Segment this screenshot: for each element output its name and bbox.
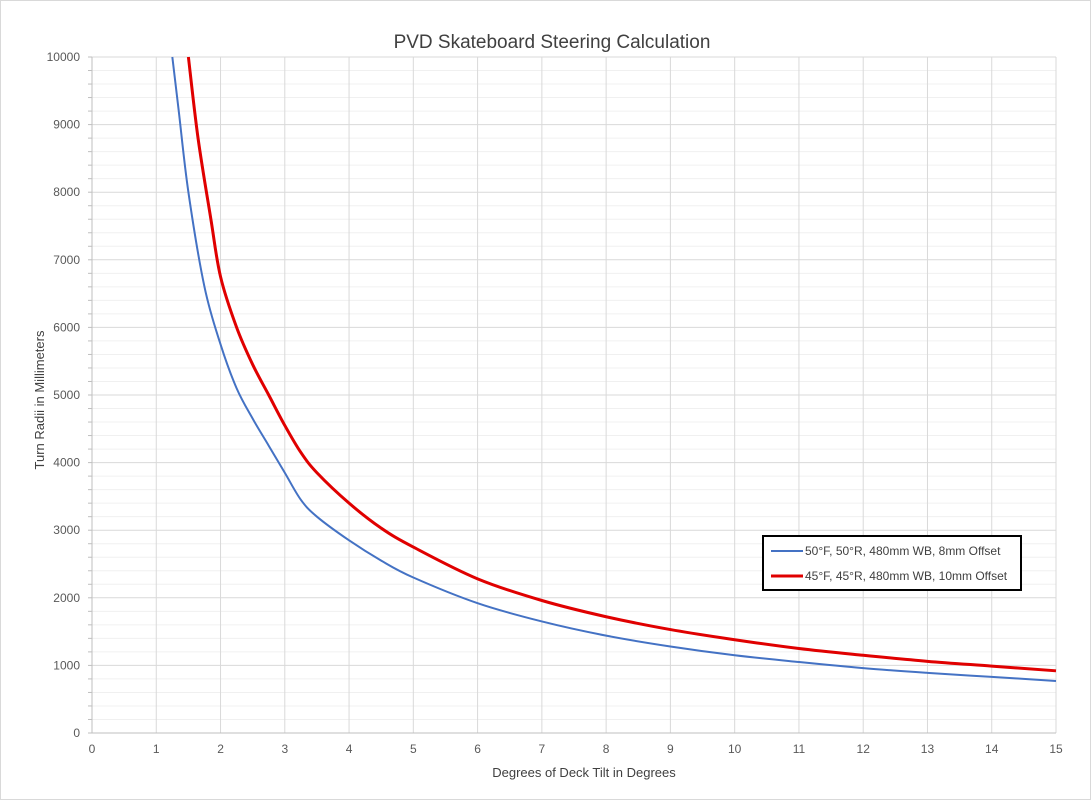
y-tick-label: 0 [73,726,80,740]
x-tick-label: 2 [217,742,224,756]
legend-box [762,535,1022,591]
y-tick-label: 8000 [53,185,80,199]
axes [88,56,1056,734]
x-tick-label: 15 [1049,742,1063,756]
y-tick-label: 9000 [53,118,80,132]
minor-gridlines [92,70,1056,720]
x-tick-label: 3 [281,742,288,756]
x-tick-label: 6 [474,742,481,756]
x-tick-label: 8 [603,742,610,756]
tick-labels: 0100020003000400050006000700080009000100… [47,50,1063,756]
x-tick-label: 10 [728,742,742,756]
legend-label-1: 50°F, 50°R, 480mm WB, 8mm Offset [805,544,1001,558]
series-lines [171,56,1057,682]
x-tick-label: 0 [89,742,96,756]
y-axis-label: Turn Radii in Millimeters [32,330,47,469]
y-tick-label: 2000 [53,591,80,605]
x-tick-label: 1 [153,742,160,756]
x-tick-label: 11 [793,742,806,756]
y-tick-label: 7000 [53,253,80,267]
x-tick-label: 7 [539,742,546,756]
y-tick-label: 6000 [53,320,80,334]
y-tick-label: 5000 [53,388,80,402]
x-axis-label: Degrees of Deck Tilt in Degrees [492,765,676,780]
x-tick-label: 5 [410,742,417,756]
x-tick-label: 13 [921,742,935,756]
legend-label-2: 45°F, 45°R, 480mm WB, 10mm Offset [805,569,1008,583]
x-tick-label: 9 [667,742,674,756]
series-line-1 [171,56,1057,682]
y-tick-label: 1000 [53,658,80,672]
y-tick-label: 4000 [53,456,80,470]
y-tick-label: 10000 [47,50,81,64]
series-line-2 [186,56,1057,673]
legend: 50°F, 50°R, 480mm WB, 8mm Offset 45°F, 45… [762,535,1022,591]
x-tick-label: 12 [857,742,871,756]
y-tick-label: 3000 [53,523,80,537]
x-tick-label: 4 [346,742,353,756]
chart-title: PVD Skateboard Steering Calculation [394,32,711,53]
x-tick-label: 14 [985,742,999,756]
